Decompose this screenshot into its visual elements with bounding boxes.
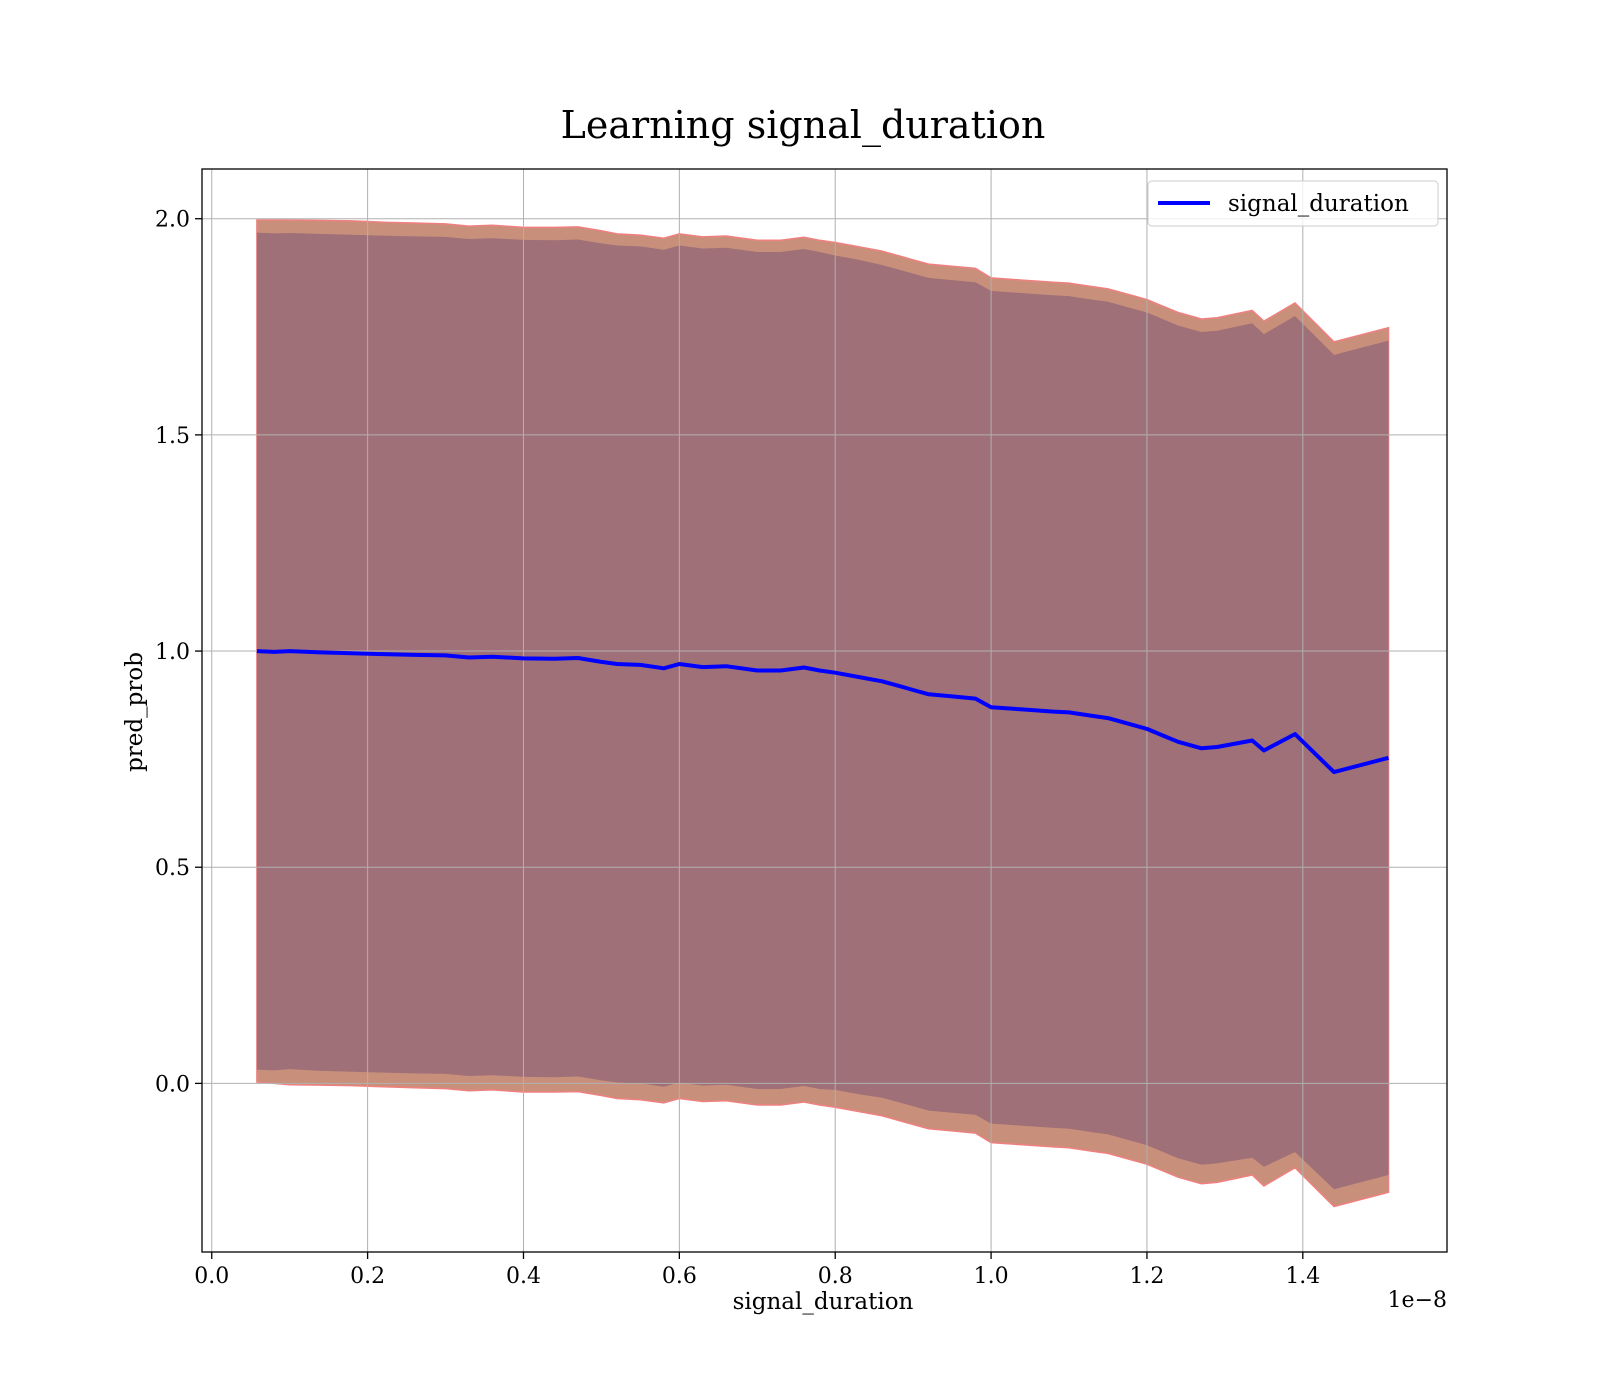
x-axis-offset-label: 1e−8 <box>1388 1288 1447 1313</box>
x-tick-label: 0.2 <box>350 1264 385 1289</box>
x-tick-label: 0.4 <box>506 1264 541 1289</box>
inner-confidence-band <box>256 232 1389 1190</box>
x-tick-label: 0.8 <box>818 1264 853 1289</box>
series-line-signal_duration <box>256 649 1390 775</box>
plot-frame <box>201 168 1448 1253</box>
y-axis-label: pred_prob <box>122 652 148 772</box>
legend-label: signal_duration <box>1228 191 1409 217</box>
x-axis-ticks: 0.0 0.2 0.4 0.6 0.8 1.0 1.2 1.4 <box>194 1252 1320 1289</box>
confidence-bands <box>256 219 1390 1208</box>
y-tick-label: 1.0 <box>155 640 190 665</box>
y-tick-label: 1.5 <box>155 424 190 449</box>
x-tick-label: 1.0 <box>974 1264 1009 1289</box>
x-tick-label: 0.6 <box>662 1264 697 1289</box>
y-tick-label: 0.5 <box>155 856 190 881</box>
x-tick-label: 1.2 <box>1129 1264 1164 1289</box>
y-tick-label: 2.0 <box>155 208 190 233</box>
series-lines <box>256 649 1390 775</box>
x-axis-label: signal_duration <box>733 1289 914 1315</box>
y-axis-ticks: 0.0 0.5 1.0 1.5 2.0 <box>155 208 202 1097</box>
legend: signal_duration <box>1147 180 1439 227</box>
x-tick-label: 1.4 <box>1285 1264 1320 1289</box>
grid <box>202 169 1447 1252</box>
legend-box <box>1147 180 1439 227</box>
chart-title: Learning signal_duration <box>561 103 1046 148</box>
y-tick-label: 0.0 <box>155 1072 190 1097</box>
x-tick-label: 0.0 <box>194 1264 229 1289</box>
